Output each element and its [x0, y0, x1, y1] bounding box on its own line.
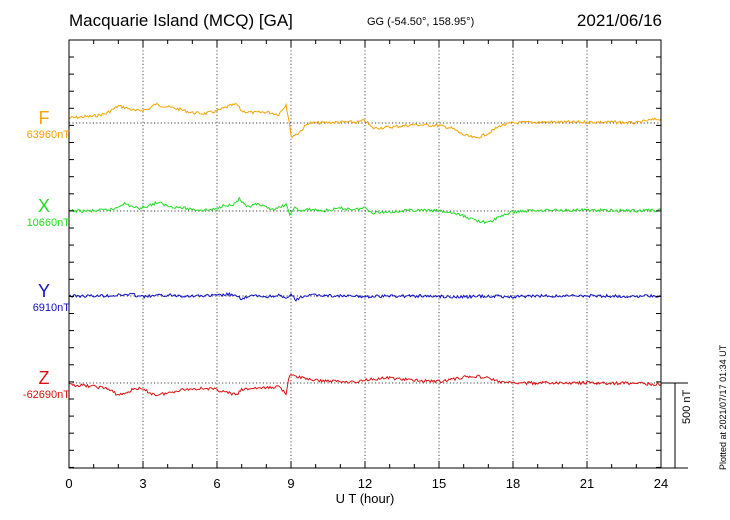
legend-label-y: Y [37, 281, 50, 301]
x-tick-label-2: 6 [213, 476, 221, 491]
baseline-value-f: 63960nT [26, 129, 70, 141]
x-tick-label-8: 24 [653, 476, 669, 491]
baseline-value-y: 6910nT [32, 302, 70, 314]
legend-label-x: X [37, 196, 50, 216]
baseline-value-x: 10660nT [26, 217, 70, 229]
series-line-z [68, 374, 662, 397]
baselines [69, 122, 661, 384]
plotted-timestamp: Plotted at 2021/07/17 01:34 UT [718, 344, 728, 470]
x-tick-label-6: 18 [505, 476, 521, 491]
station-coordinates: GG (-54.50°, 158.95°) [367, 16, 475, 28]
plot-date: 2021/06/16 [576, 11, 662, 30]
station-title: Macquarie Island (MCQ) [GA] [69, 11, 293, 30]
axis-ticks [68, 40, 662, 468]
series-line-x [68, 196, 662, 225]
baseline-value-z: -62690nT [22, 389, 70, 401]
grid-lines [142, 40, 588, 468]
series-line-f [68, 102, 662, 139]
x-tick-label-4: 12 [357, 476, 373, 491]
legend-label-z: Z [38, 368, 50, 388]
legend-label-f: F [38, 108, 50, 128]
series-lines [68, 102, 662, 397]
x-tick-label-3: 9 [287, 476, 295, 491]
x-tick-label-0: 0 [65, 476, 73, 491]
scale-bar-label: 500 nT [681, 389, 693, 424]
x-axis-label: U T (hour) [335, 491, 395, 506]
series-line-y [68, 291, 662, 302]
x-tick-label-5: 15 [431, 476, 447, 491]
scale-bar [661, 382, 688, 469]
x-tick-label-1: 3 [139, 476, 147, 491]
x-tick-label-7: 21 [579, 476, 595, 491]
